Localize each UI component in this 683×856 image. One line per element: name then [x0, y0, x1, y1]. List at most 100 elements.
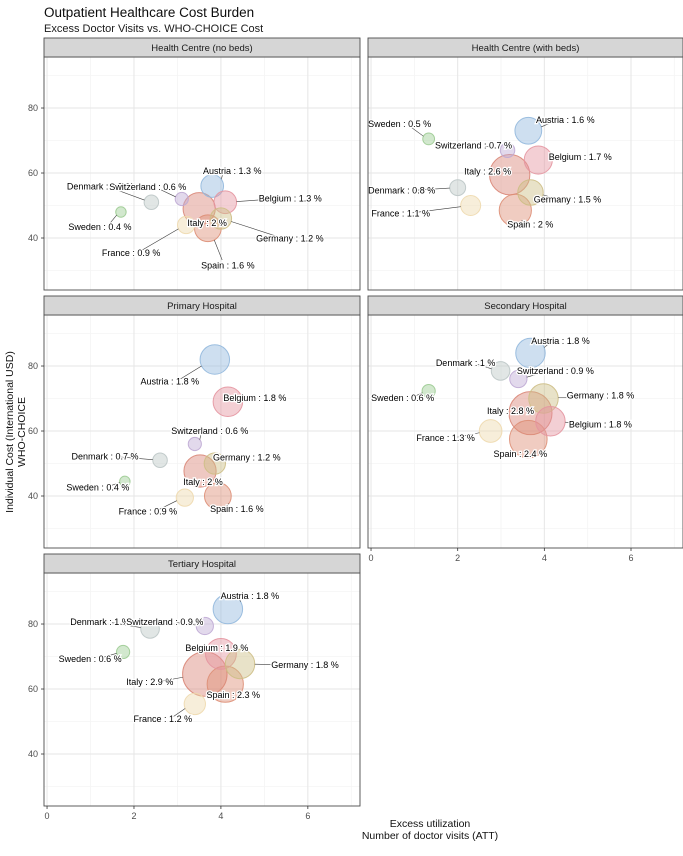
bubble-label: Denmark : 0.7 %: [72, 451, 139, 461]
bubble-switzerland: [187, 436, 202, 452]
chart-title: Outpatient Healthcare Cost Burden: [44, 5, 255, 20]
leader-line: [231, 221, 279, 238]
leader-line: [410, 126, 424, 137]
bubble-label: France : 1.1 %: [371, 209, 430, 219]
bubble-label: Italy : 2.6 %: [464, 167, 511, 177]
leader-line: [111, 622, 141, 628]
bubble-switzerland: [499, 142, 516, 159]
bubble-label: Germany : 1.8 %: [271, 660, 339, 670]
bubble-germany: [203, 452, 226, 475]
facet-strip: [367, 37, 683, 58]
bubble-label: Switzerland : 0.6 %: [109, 182, 186, 192]
facet-title: Secondary Hospital: [484, 301, 566, 312]
bubble-belgium: [204, 637, 237, 670]
bubble-label: Switzerland : 0.6 %: [171, 426, 248, 436]
bubble-label: Austria : 1.8 %: [141, 377, 200, 387]
leader-line: [485, 145, 501, 150]
y-tick-label: 80: [28, 103, 38, 113]
bubble-austria: [514, 116, 543, 145]
bubble-france: [183, 692, 206, 716]
leader-line: [477, 363, 492, 370]
leader-line: [109, 482, 120, 487]
leader-line: [225, 458, 236, 462]
bubble-label: Germany : 1.2 %: [256, 234, 324, 244]
y-tick-label: 60: [28, 168, 38, 178]
leader-line: [552, 157, 569, 160]
bubble-germany: [528, 383, 559, 414]
y-tick-label: 60: [28, 684, 38, 694]
leader-line: [541, 121, 554, 128]
x-tick-label: 2: [131, 811, 136, 821]
leader-line: [526, 371, 544, 378]
facet-strip: [43, 553, 361, 574]
x-tick-label: 2: [455, 553, 460, 563]
bubble-belgium: [535, 406, 566, 437]
y-tick-label: 40: [28, 491, 38, 501]
bubble-label: Belgium : 1.7 %: [549, 152, 612, 162]
bubble-austria: [199, 344, 231, 375]
chart-subtitle: Excess Doctor Visits vs. WHO-CHOICE Cost: [44, 23, 264, 35]
leader-line: [236, 198, 279, 202]
x-tick-label: 4: [542, 553, 547, 563]
bubble-france: [177, 215, 196, 235]
bubble-label: Switzerland : 0.9 %: [126, 617, 203, 627]
leader-line: [542, 194, 556, 199]
bubble-denmark: [152, 452, 168, 469]
leader-line: [412, 206, 461, 214]
y-axis-label-line1: Individual Cost (International USD): [4, 351, 16, 513]
leader-line: [176, 622, 197, 626]
leader-line: [239, 599, 241, 602]
x-tick-label: 6: [628, 553, 633, 563]
bubble-label: Sweden : 0.4 %: [68, 222, 131, 232]
leader-line: [158, 188, 176, 198]
bubble-spain: [498, 193, 532, 227]
facet-strip: [43, 295, 361, 316]
leader-line: [109, 214, 117, 224]
leader-line: [558, 395, 589, 399]
bubble-sweden: [115, 206, 127, 218]
facet-title: Health Centre (with beds): [472, 43, 580, 54]
bubble-france: [478, 419, 503, 443]
bubble-label: Denmark : 1 %: [436, 358, 496, 368]
bubble-label: Spain : 2.3 %: [206, 690, 260, 700]
leader-line: [457, 432, 480, 438]
bubble-switzerland: [509, 369, 528, 389]
bubble-label: Belgium : 1.8 %: [223, 393, 286, 403]
leader-line: [543, 343, 550, 348]
leader-line: [220, 174, 223, 180]
bubble-germany: [209, 207, 233, 230]
leader-line: [158, 500, 177, 510]
bubble-label: Austria : 1.8 %: [221, 591, 280, 601]
facet-strip: [367, 295, 683, 316]
bubble-label: Spain : 1.6 %: [210, 504, 264, 514]
bubble-austria: [212, 593, 244, 625]
x-axis-label: Excess utilization Number of doctor visi…: [362, 818, 498, 842]
bubble-label: Belgium : 1.3 %: [259, 193, 322, 203]
x-tick-label: 4: [218, 811, 223, 821]
y-tick-label: 40: [28, 233, 38, 243]
leader-line: [180, 365, 202, 380]
bubble-spain: [508, 419, 548, 459]
leader-line: [254, 663, 294, 666]
y-tick-label: 40: [28, 749, 38, 759]
bubble-label: France : 0.9 %: [102, 248, 161, 258]
y-tick-label: 80: [28, 361, 38, 371]
bubble-france: [175, 488, 194, 507]
bubble-italy: [183, 454, 217, 488]
bubble-label: Austria : 1.8 %: [531, 336, 590, 346]
bubble-denmark: [449, 179, 467, 197]
x-tick-label: 0: [369, 553, 374, 563]
x-tick-label: 6: [305, 811, 310, 821]
bubble-label: Italy : 2.8 %: [487, 406, 534, 416]
bubble-italy: [182, 192, 216, 226]
bubble-austria: [200, 174, 225, 198]
bubble-label: Germany : 1.2 %: [213, 453, 281, 463]
bubble-denmark: [140, 619, 160, 639]
bubble-spain: [203, 482, 232, 510]
bubble-germany: [224, 648, 256, 680]
bubble-label: Belgium : 1.8 %: [569, 419, 632, 429]
bubble-switzerland: [174, 191, 189, 207]
bubble-label: France : 0.9 %: [119, 507, 178, 517]
leader-line: [226, 503, 230, 506]
